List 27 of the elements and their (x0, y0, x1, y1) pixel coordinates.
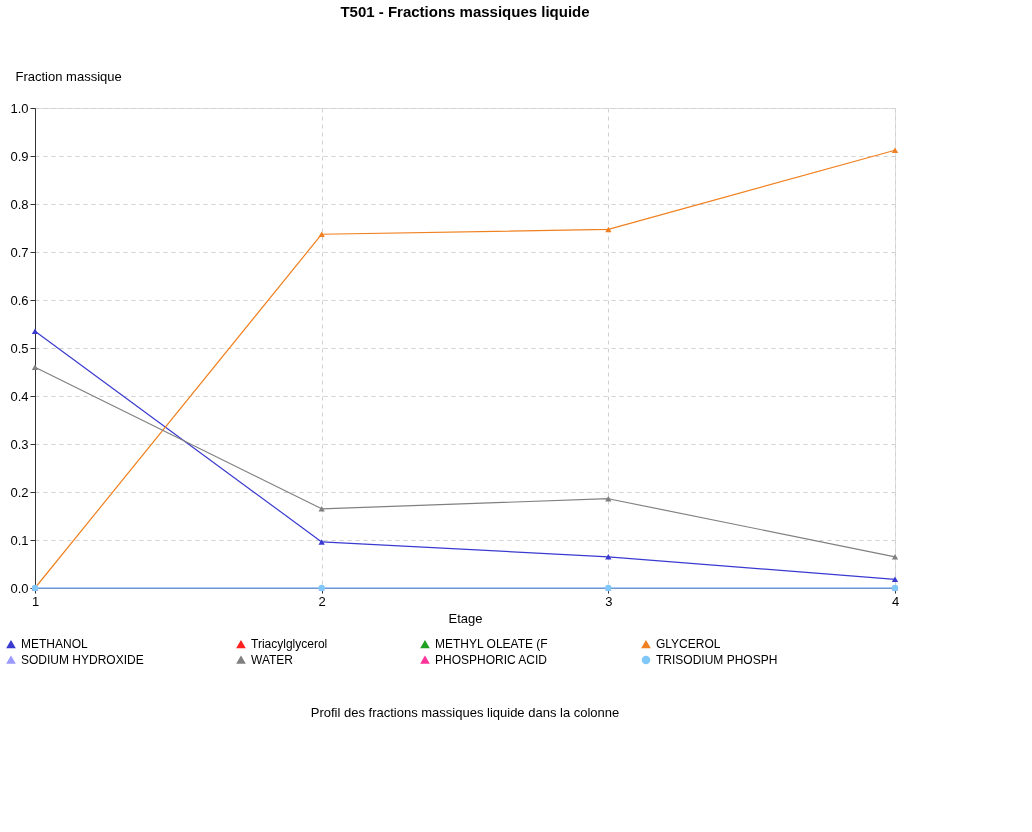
y-tick-label: 0.7 (10, 244, 29, 260)
legend-label: WATER (251, 653, 294, 667)
legend-label: Triacylglycerol (251, 637, 328, 652)
y-axis-title: Fraction massique (15, 68, 122, 84)
y-tick-label: 0.6 (10, 292, 29, 308)
y-tick-label: 0.1 (10, 532, 29, 548)
y-tick-label: 1.0 (10, 100, 29, 116)
legend-label: TRISODIUM PHOSPH (656, 653, 778, 667)
y-tick-label: 0.0 (10, 580, 29, 596)
y-tick-label: 0.9 (10, 148, 29, 164)
legend-label: PHOSPHORIC ACID (435, 653, 548, 667)
legend-label: METHANOL (21, 637, 88, 652)
x-tick-label: 2 (318, 593, 326, 609)
text: Profil des fractions massiques liquide dans la colonne (310, 705, 620, 720)
y-tick-label: 0.4 (10, 388, 29, 404)
legend-label: METHYL OLEATE (F (435, 637, 548, 652)
legend-label: GLYCEROL (656, 637, 721, 652)
y-tick-label: 0.8 (10, 196, 29, 212)
y-tick-label: 0.3 (10, 436, 29, 452)
x-tick-label: 3 (605, 593, 613, 609)
x-tick-label: 1 (31, 593, 40, 609)
x-axis-title: Etage (448, 610, 483, 626)
x-tick-label: 4 (891, 593, 900, 609)
chart-title: T501 - Fractions massiques liquide (340, 3, 590, 20)
y-tick-label: 0.2 (10, 484, 29, 500)
y-tick-label: 0.5 (10, 340, 29, 356)
legend-label: SODIUM HYDROXIDE (21, 653, 144, 667)
